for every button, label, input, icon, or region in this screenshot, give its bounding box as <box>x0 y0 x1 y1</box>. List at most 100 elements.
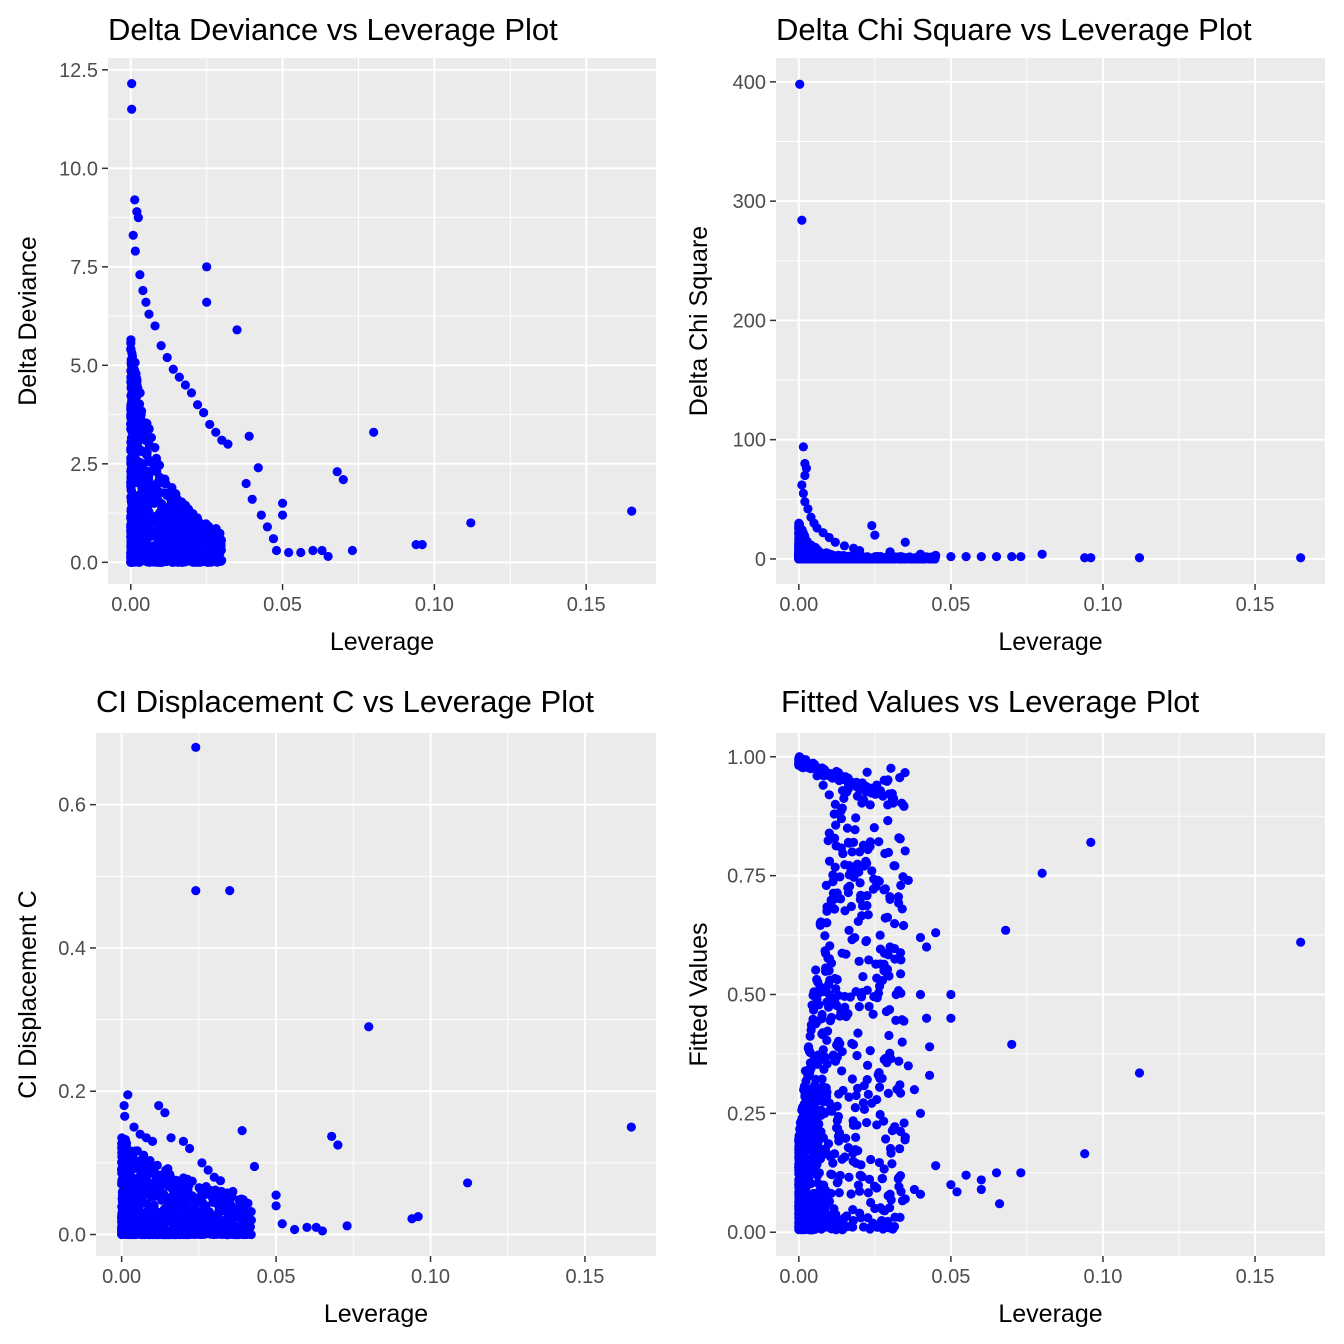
data-point <box>871 959 881 969</box>
data-point <box>844 1092 854 1102</box>
panel-4: 0.00 0.05 0.10 0.15 0.00 0.25 0.50 0.75 1.00 Fitt… <box>685 684 1325 1328</box>
data-point <box>838 772 848 782</box>
data-point <box>130 195 140 205</box>
data-point <box>865 1224 875 1234</box>
data-point <box>867 520 877 531</box>
y-tick-label: 200 <box>733 310 766 332</box>
data-point <box>262 522 272 532</box>
data-point <box>903 875 913 885</box>
data-point <box>822 1026 833 1036</box>
y-axis-label: Delta Deviance <box>14 236 42 406</box>
data-point <box>198 1184 208 1195</box>
data-point <box>915 549 926 559</box>
data-point <box>154 498 164 508</box>
data-point <box>836 813 846 824</box>
data-point <box>864 1001 874 1012</box>
data-point <box>246 1215 256 1225</box>
data-point <box>946 989 956 1000</box>
data-point <box>152 1171 162 1181</box>
data-point <box>844 1172 854 1182</box>
y-tick-label: 0 <box>755 549 766 571</box>
data-point <box>817 1074 827 1084</box>
x-tick-label: 0.05 <box>263 594 302 616</box>
data-point <box>952 1187 962 1197</box>
data-point <box>830 537 840 547</box>
data-point <box>824 1098 834 1108</box>
x-tick-label: 0.00 <box>111 594 150 616</box>
data-point <box>852 1050 862 1061</box>
data-point <box>347 545 357 556</box>
data-point <box>184 1143 195 1154</box>
data-point <box>150 443 160 453</box>
data-point <box>880 913 890 923</box>
data-point <box>277 498 288 508</box>
data-point <box>163 1193 173 1203</box>
data-point <box>831 1123 842 1133</box>
data-point <box>268 534 279 544</box>
data-point <box>824 856 835 866</box>
data-point <box>819 771 829 781</box>
data-point <box>128 230 138 240</box>
data-point <box>146 531 156 541</box>
data-point <box>829 872 839 882</box>
data-point <box>924 1042 935 1052</box>
data-point <box>138 285 148 296</box>
data-point <box>196 1229 206 1240</box>
data-point <box>163 1211 173 1221</box>
data-point <box>124 1167 134 1177</box>
data-point <box>327 1131 337 1141</box>
data-point <box>225 886 235 896</box>
data-point <box>840 860 850 870</box>
data-point <box>820 963 831 973</box>
chart-title: Fitted Values vs Leverage Plot <box>781 684 1200 719</box>
data-point <box>1007 551 1017 562</box>
data-point <box>158 525 168 535</box>
data-point <box>133 212 143 223</box>
data-point <box>127 104 137 114</box>
data-point <box>888 798 898 808</box>
data-point <box>126 486 136 496</box>
data-point <box>853 1028 863 1038</box>
data-point <box>858 840 869 850</box>
y-tick-label: 0.25 <box>727 1103 766 1125</box>
data-point <box>848 1205 858 1215</box>
data-point <box>186 388 197 398</box>
data-point <box>812 771 822 781</box>
data-point <box>882 1058 892 1068</box>
data-point <box>154 1100 164 1111</box>
data-point <box>865 800 875 810</box>
data-point <box>837 1066 847 1076</box>
data-point <box>127 365 137 375</box>
data-point <box>145 543 155 554</box>
data-point <box>801 463 812 473</box>
data-point <box>234 1201 244 1211</box>
data-point <box>827 1170 837 1180</box>
data-point <box>895 1170 906 1181</box>
data-point <box>893 892 904 902</box>
data-point <box>797 215 807 225</box>
data-point <box>862 1074 872 1085</box>
data-point <box>842 823 853 833</box>
data-point <box>838 848 848 859</box>
data-point <box>142 418 152 429</box>
data-point <box>1134 553 1145 563</box>
data-point <box>199 1206 209 1216</box>
data-point <box>899 1118 909 1128</box>
data-point <box>256 510 266 520</box>
data-point <box>800 497 810 507</box>
data-point <box>994 1199 1005 1209</box>
data-point <box>889 861 899 871</box>
data-point <box>152 458 163 468</box>
data-point <box>117 1133 127 1143</box>
data-point <box>794 552 804 562</box>
data-point <box>163 1181 174 1191</box>
data-point <box>879 1164 889 1174</box>
data-point <box>822 1059 832 1069</box>
data-point <box>870 1203 880 1214</box>
data-point <box>844 925 854 935</box>
data-point <box>231 1212 241 1222</box>
data-point <box>801 1094 812 1104</box>
data-point <box>120 1111 130 1121</box>
data-point <box>162 352 172 363</box>
data-point <box>855 1208 865 1218</box>
